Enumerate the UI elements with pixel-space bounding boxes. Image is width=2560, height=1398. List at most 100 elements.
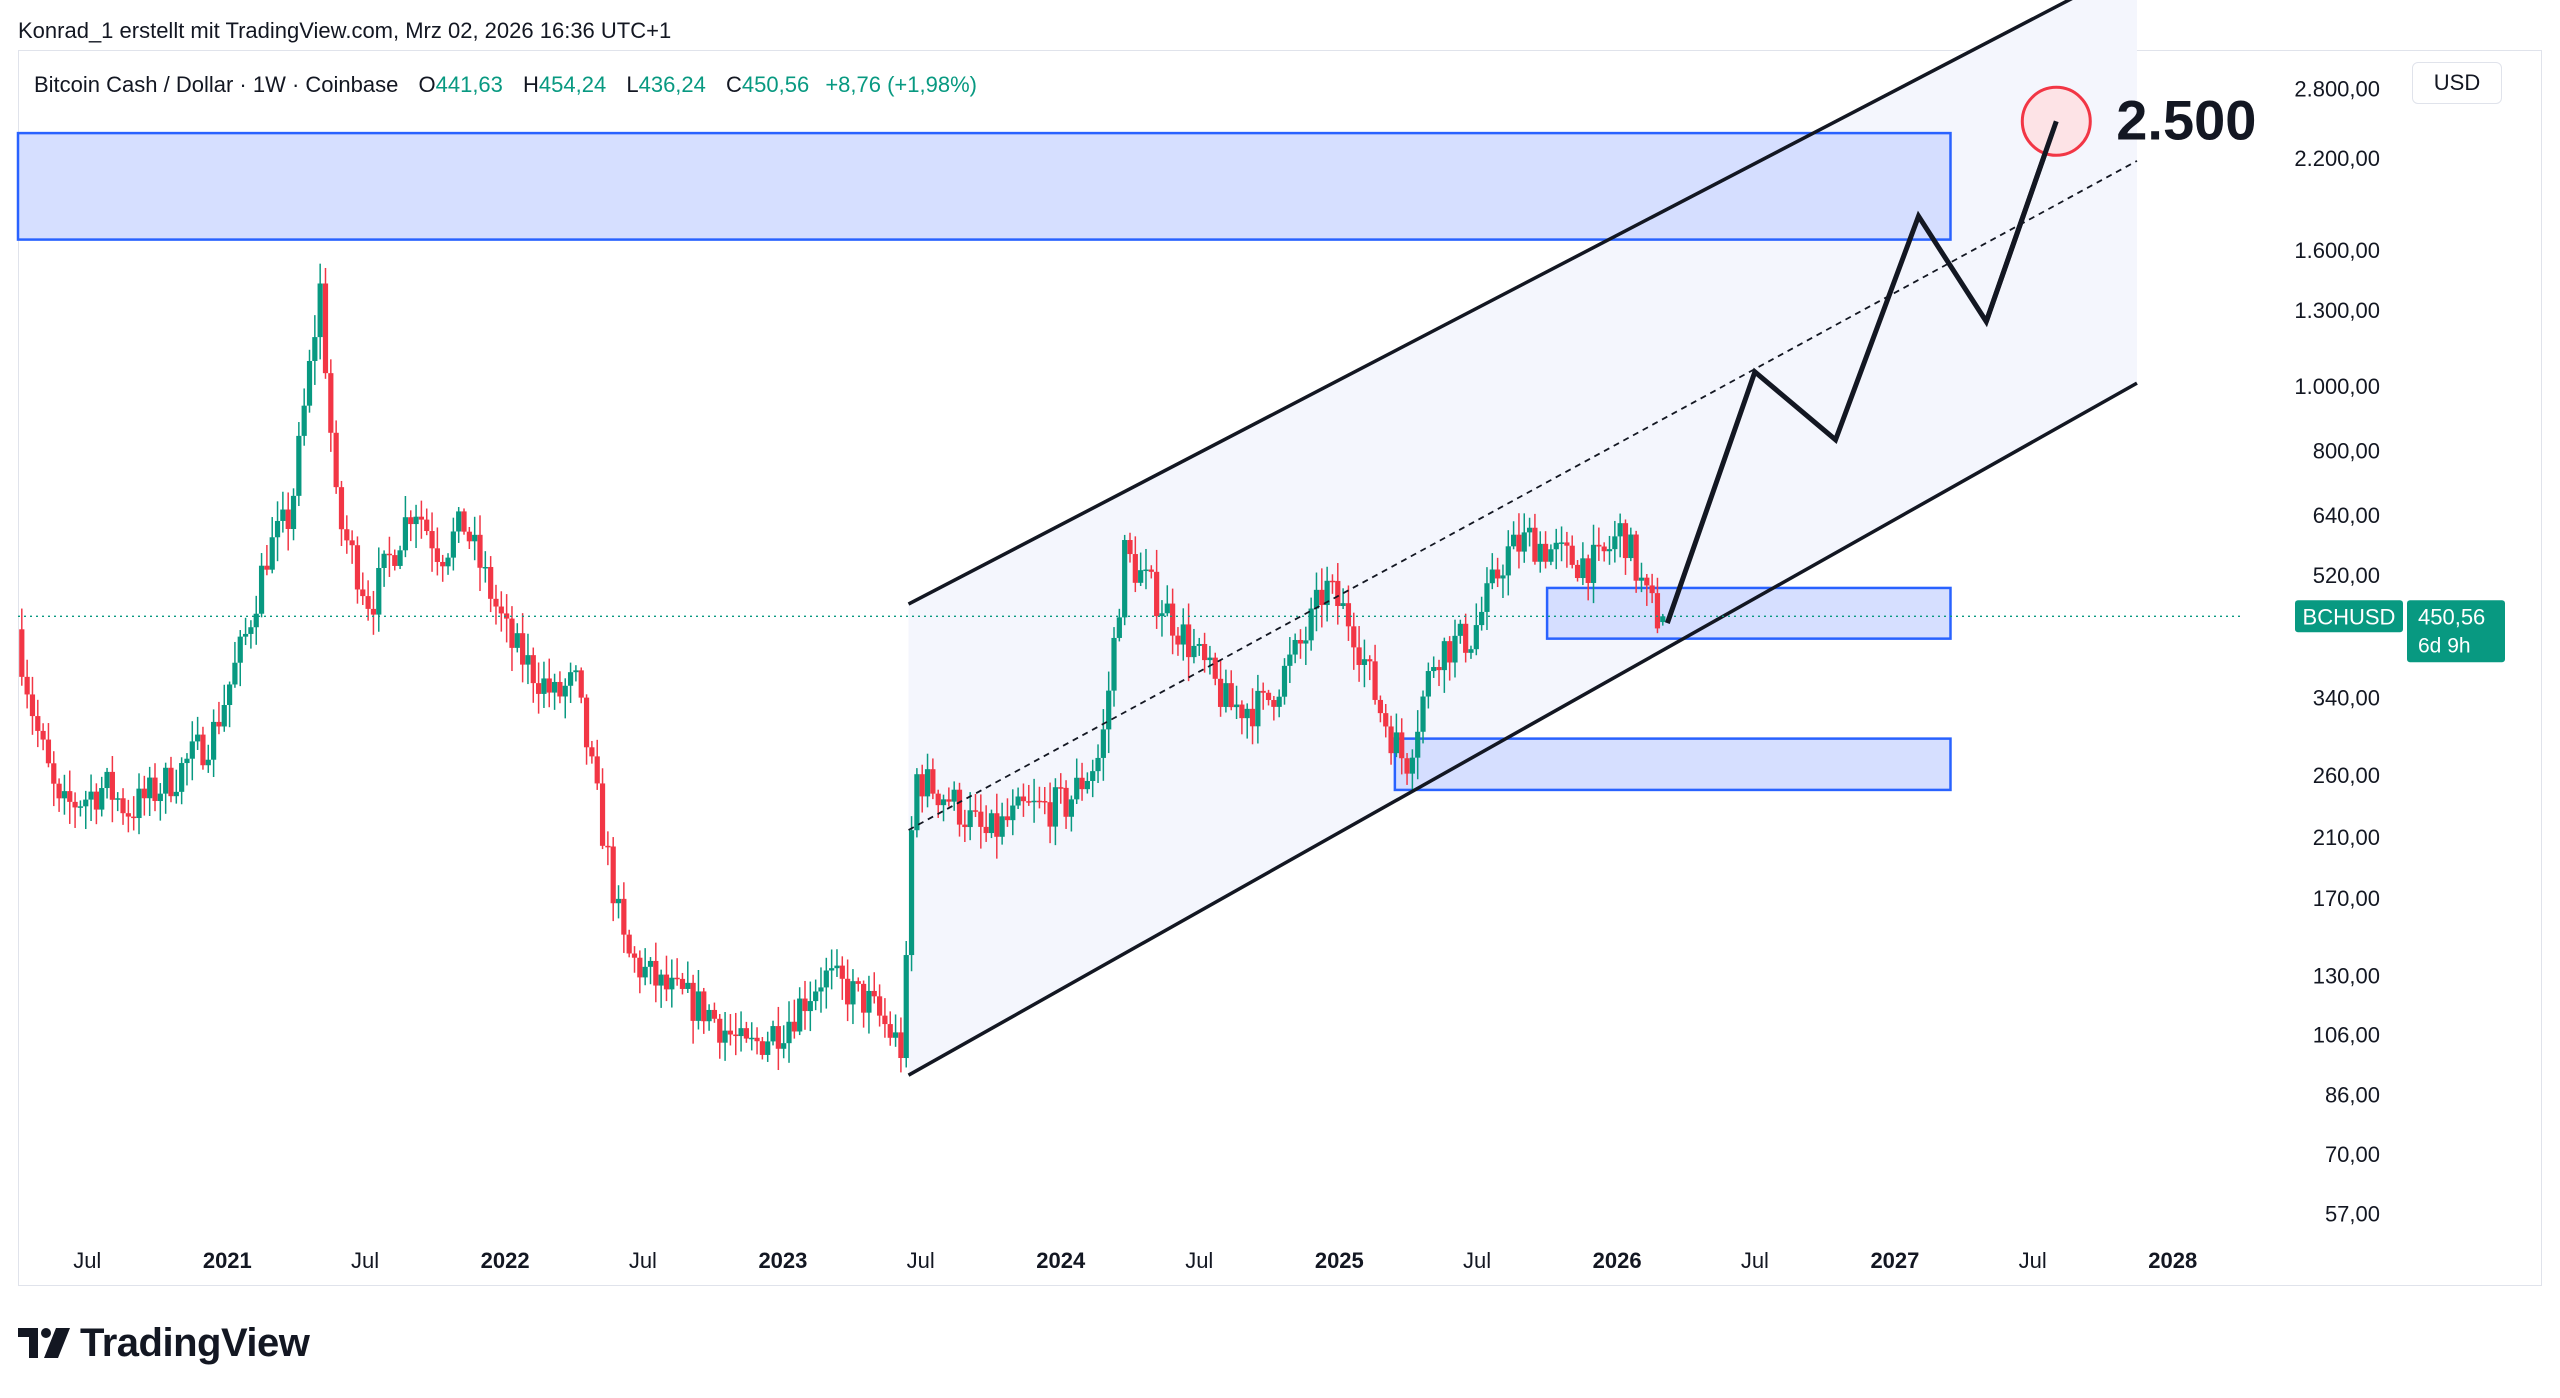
y-tick-label: 1.600,00 — [2294, 238, 2380, 263]
candle-body — [551, 681, 558, 693]
currency-button[interactable]: USD — [2412, 62, 2502, 104]
candle-body — [1079, 777, 1085, 790]
candle-body — [1015, 796, 1021, 806]
candle-body — [83, 799, 89, 807]
x-tick-label: 2027 — [1870, 1248, 1919, 1273]
candle-body — [695, 991, 702, 1021]
candle-body — [1383, 713, 1389, 727]
candle-body — [999, 816, 1005, 837]
candle-body — [274, 520, 281, 538]
candle-body — [1356, 647, 1362, 665]
candle-body — [829, 968, 835, 971]
candle-body — [536, 683, 542, 694]
candle-body — [1415, 731, 1421, 758]
candle-body — [642, 966, 648, 978]
candle-body — [1233, 704, 1240, 708]
candle-body — [1425, 671, 1431, 697]
candle-body — [1010, 805, 1016, 821]
x-tick-label: Jul — [907, 1248, 935, 1273]
candle-body — [653, 960, 659, 986]
candle-body — [919, 774, 925, 797]
candle-body — [402, 517, 409, 551]
candle-body — [344, 529, 350, 541]
tradingview-logo[interactable]: TradingView — [18, 1318, 310, 1368]
candle-body — [1329, 580, 1336, 583]
candle-body — [1100, 729, 1106, 758]
x-tick-label: 2024 — [1036, 1248, 1086, 1273]
candle-body — [1047, 802, 1053, 827]
candle-body — [861, 983, 867, 1013]
candle-body — [1324, 580, 1330, 606]
candle-body — [738, 1028, 744, 1037]
x-tick-label: Jul — [1185, 1248, 1213, 1273]
candle-body — [1404, 758, 1410, 774]
candle-body — [67, 791, 73, 802]
open-label: O — [418, 72, 436, 97]
candle-body — [679, 978, 686, 989]
candle-body — [456, 511, 462, 532]
candle-body — [770, 1026, 776, 1042]
candle-body — [887, 1024, 893, 1038]
candle-body — [1617, 523, 1623, 537]
candle-body — [749, 1037, 755, 1040]
candle-body — [1489, 569, 1495, 584]
candle-body — [1542, 543, 1549, 562]
candle-body — [482, 566, 488, 569]
candle-body — [818, 987, 824, 992]
candle-body — [791, 1021, 797, 1032]
candle-body — [1313, 589, 1320, 609]
candle-body — [1532, 527, 1538, 562]
candle-body — [498, 606, 504, 614]
candle-body — [1654, 593, 1661, 629]
high-value: 454,24 — [538, 72, 607, 97]
candle-body — [1068, 799, 1074, 817]
candle-body — [1244, 708, 1250, 719]
candle-body — [1516, 534, 1522, 552]
candle-body — [520, 633, 526, 665]
candle-body — [882, 1015, 888, 1025]
price-tag-value: 450,56 — [2418, 604, 2485, 629]
candle-body — [541, 678, 547, 694]
candle-body — [1095, 757, 1101, 772]
candle-body — [461, 511, 467, 532]
candle-body — [248, 627, 254, 634]
y-tick-label: 1.300,00 — [2294, 298, 2380, 323]
candle-body — [530, 655, 536, 684]
y-tick-label: 1.000,00 — [2294, 374, 2380, 399]
x-tick-label: 2025 — [1315, 1248, 1364, 1273]
candle-body — [845, 978, 851, 1005]
candle-body — [152, 777, 158, 802]
x-tick-label: Jul — [1463, 1248, 1491, 1273]
candle-body — [514, 633, 520, 648]
candle-body — [956, 789, 963, 825]
candle-body — [1228, 683, 1234, 708]
candle-body — [1175, 635, 1181, 645]
candle-body — [1420, 696, 1426, 732]
candle-body — [1580, 558, 1586, 579]
candle-body — [1036, 800, 1043, 803]
candle-body — [1148, 569, 1154, 572]
candle-body — [1601, 546, 1607, 552]
close-label: C — [726, 72, 742, 97]
candle-body — [1287, 654, 1293, 666]
candle-body — [983, 826, 989, 834]
candle-body — [322, 283, 329, 374]
candle-body — [1255, 690, 1261, 727]
candle-body — [892, 1032, 899, 1038]
candle-body — [434, 548, 440, 562]
candle-body — [125, 813, 131, 817]
candle-body — [408, 517, 414, 525]
candle-body — [1265, 692, 1272, 701]
candle-body — [381, 553, 387, 568]
candle-body — [115, 798, 121, 800]
candle-body — [285, 509, 291, 529]
candle-body — [1463, 623, 1469, 653]
candle-body — [269, 537, 275, 570]
candle-body — [413, 516, 419, 525]
candle-body — [440, 561, 446, 567]
y-tick-label: 57,00 — [2325, 1201, 2380, 1226]
candle-body — [1399, 732, 1405, 759]
candle-body — [610, 846, 616, 904]
candle-body — [727, 1030, 734, 1035]
